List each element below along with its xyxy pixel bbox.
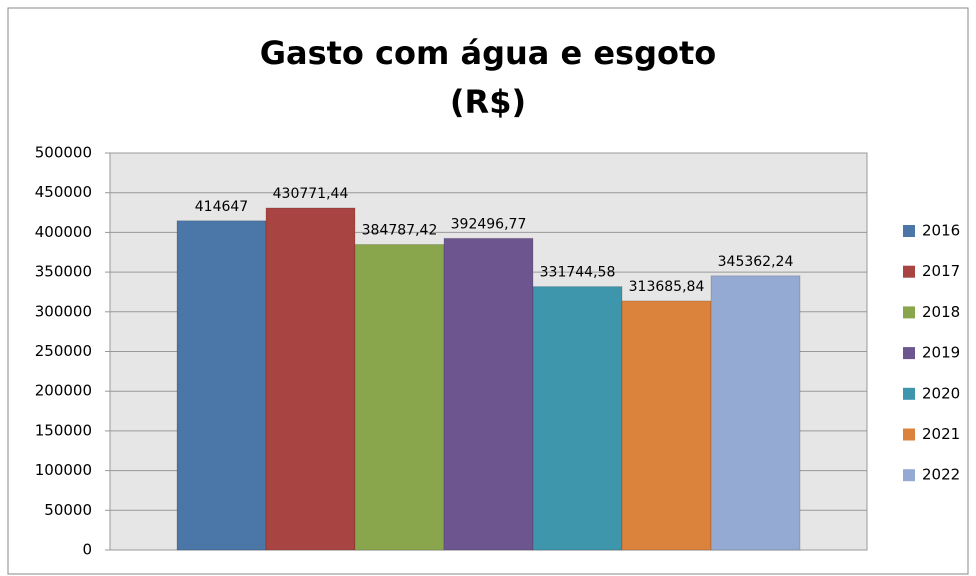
legend-swatch	[903, 347, 915, 360]
value-label: 384787,42	[362, 222, 438, 238]
y-tick-label: 100000	[35, 461, 92, 479]
y-tick-label: 450000	[35, 183, 92, 201]
chart-title: (R$)	[450, 83, 526, 121]
y-tick-label: 250000	[35, 342, 92, 360]
y-tick-label: 200000	[35, 382, 92, 400]
value-label: 430771,44	[273, 186, 349, 202]
bar	[443, 237, 534, 551]
bar	[265, 207, 356, 551]
y-tick-label: 400000	[35, 223, 92, 241]
legend-swatch	[903, 387, 915, 400]
y-tick-label: 300000	[35, 302, 92, 320]
legend-swatch	[903, 265, 915, 278]
legend-label: 2017	[922, 262, 960, 280]
value-label: 331744,58	[540, 265, 616, 281]
bar	[176, 220, 267, 551]
legend-label: 2020	[922, 384, 960, 402]
value-label: 345362,24	[718, 254, 794, 270]
legend-label: 2019	[922, 344, 960, 362]
bar	[710, 275, 801, 551]
y-tick-label: 500000	[35, 144, 92, 162]
legend-label: 2022	[922, 466, 960, 484]
bar	[354, 243, 445, 551]
legend-swatch	[903, 428, 915, 441]
value-label: 414647	[195, 199, 248, 215]
legend-label: 2016	[922, 222, 960, 240]
legend-swatch	[903, 469, 915, 482]
legend-swatch	[903, 306, 915, 319]
value-label: 313685,84	[629, 279, 705, 295]
y-tick-label: 350000	[35, 263, 92, 281]
y-tick-label: 150000	[35, 421, 92, 439]
bar	[532, 286, 623, 551]
legend-label: 2021	[922, 425, 960, 443]
legend-swatch	[903, 225, 915, 237]
bar	[621, 300, 712, 551]
chart-title: Gasto com água e esgoto	[260, 34, 717, 72]
legend-label: 2018	[922, 303, 960, 321]
value-label: 392496,77	[451, 216, 527, 232]
y-tick-label: 0	[82, 541, 92, 559]
y-tick-label: 50000	[44, 501, 92, 519]
